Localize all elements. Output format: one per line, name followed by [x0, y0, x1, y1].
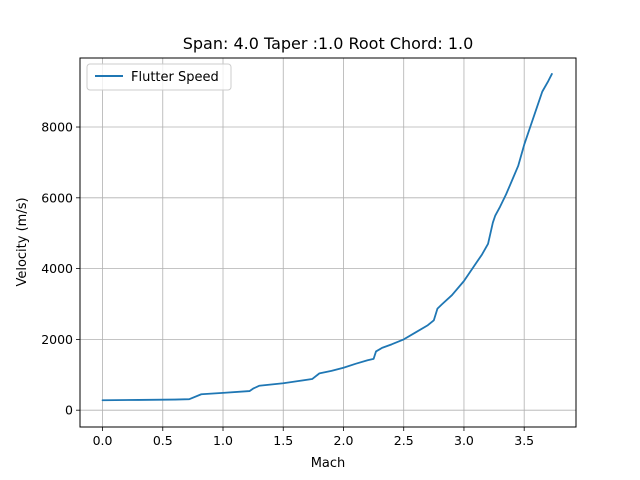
legend: Flutter Speed — [86, 63, 232, 91]
y-tick-label: 4000 — [41, 261, 73, 276]
plot-frame — [79, 57, 577, 428]
x-tick-label: 2.5 — [394, 433, 414, 448]
y-tick-label: 6000 — [41, 190, 73, 205]
y-tick-label: 2000 — [41, 332, 73, 347]
x-tick-label: 0.0 — [93, 433, 113, 448]
legend-label: Flutter Speed — [131, 70, 219, 85]
y-tick-label: 8000 — [41, 120, 73, 135]
x-axis-label: Mach — [311, 456, 346, 471]
grid — [80, 58, 576, 427]
series-line-flutter-speed — [101, 73, 553, 402]
x-tick-label: 3.5 — [514, 433, 534, 448]
series-layer — [101, 73, 553, 402]
chart-title: Span: 4.0 Taper :1.0 Root Chord: 1.0 — [183, 34, 474, 53]
y-tick-label: 0 — [65, 403, 73, 418]
y-axis-label: Velocity (m/s) — [15, 197, 30, 286]
x-tick-label: 1.5 — [273, 433, 293, 448]
legend-box — [86, 63, 232, 91]
x-tick-label: 1.0 — [213, 433, 233, 448]
x-tick-label: 0.5 — [153, 433, 173, 448]
x-tick-label: 3.0 — [454, 433, 474, 448]
x-tick-label: 2.0 — [334, 433, 354, 448]
axis-ticks: 0.0 0.5 1.0 1.5 2.0 2.5 3.0 3.5 0 2000 4000 6000 800… — [41, 120, 534, 448]
